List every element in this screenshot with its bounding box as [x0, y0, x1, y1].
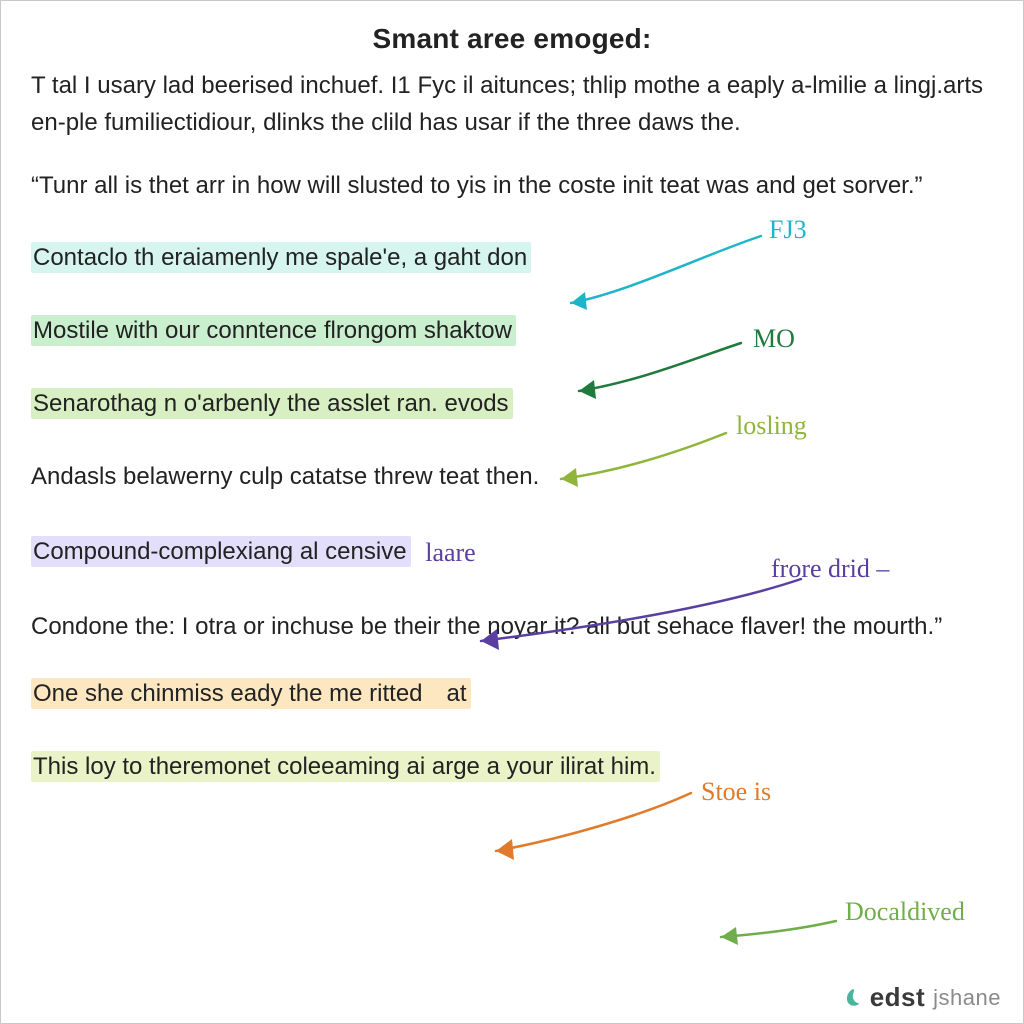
margin-annotation: Stoe is	[701, 779, 771, 805]
highlight-span: Senarothag n o'arbenly the asslet ran. e…	[31, 388, 513, 419]
highlight-span: Mostile with our conntence flrongom shak…	[31, 315, 516, 346]
body-line: Contaclo th eraiamenly me spale'e, a gah…	[31, 239, 993, 276]
highlight-span: One she chinmiss eady the me ritted at	[31, 678, 471, 709]
watermark-brand: edst	[870, 982, 925, 1013]
body-line: Andasls belawerny culp catatse threw tea…	[31, 458, 993, 495]
margin-annotation: FJ3	[769, 217, 807, 243]
body-line: Mostile with our conntence flrongom shak…	[31, 312, 993, 349]
intro-paragraph: T tal I usary lad beerised inchuef. I1 F…	[31, 67, 993, 141]
highlight-span: This loy to theremonet coleeaming ai arg…	[31, 751, 660, 782]
body-line: Senarothag n o'arbenly the asslet ran. e…	[31, 385, 993, 422]
page-title: Smant aree emoged:	[31, 23, 993, 55]
margin-annotation: Docaldived	[845, 899, 965, 925]
body-line: One she chinmiss eady the me ritted at	[31, 675, 993, 712]
margin-annotation: frore drid –	[771, 556, 889, 582]
margin-annotation: MO	[753, 326, 795, 352]
watermark-sub: jshane	[933, 985, 1001, 1011]
leaf-path	[847, 988, 859, 1005]
annotation-arrows	[1, 1, 1024, 1024]
document-page: Smant aree emoged: T tal I usary lad bee…	[0, 0, 1024, 1024]
brand-leaf-icon	[842, 987, 864, 1009]
body-line: This loy to theremonet coleeaming ai arg…	[31, 748, 993, 785]
inline-annotation: laare	[425, 538, 476, 567]
highlight-span: Contaclo th eraiamenly me spale'e, a gah…	[31, 242, 531, 273]
margin-annotation: losling	[736, 413, 807, 439]
plain-span: Condone the: I otra or inchuse be their …	[31, 613, 942, 640]
highlight-span: Compound-complexiang al censive	[31, 536, 411, 567]
body-line: Condone the: I otra or inchuse be their …	[31, 608, 993, 645]
watermark: edst jshane	[842, 982, 1001, 1013]
sub-quote: “Tunr all is thet arr in how will sluste…	[31, 167, 993, 204]
plain-span: Andasls belawerny culp catatse threw tea…	[31, 463, 539, 490]
